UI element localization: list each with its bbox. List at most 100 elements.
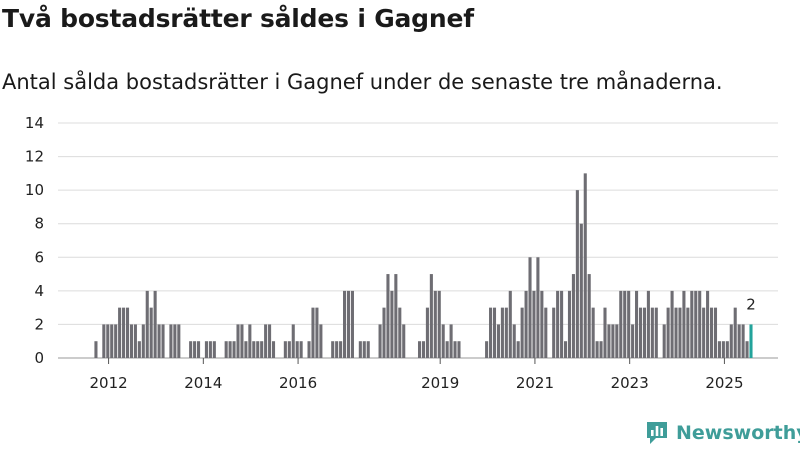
- bar[interactable]: [417, 341, 422, 358]
- bar[interactable]: [224, 341, 228, 358]
- bar[interactable]: [725, 341, 729, 358]
- bar[interactable]: [485, 341, 489, 358]
- bar[interactable]: [173, 324, 177, 358]
- bar[interactable]: [698, 290, 702, 358]
- bar[interactable]: [189, 341, 193, 358]
- bar[interactable]: [232, 341, 236, 358]
- bar[interactable]: [177, 324, 181, 358]
- bar[interactable]: [627, 290, 631, 358]
- bar[interactable]: [429, 274, 433, 358]
- bar[interactable]: [674, 307, 678, 358]
- bar[interactable]: [240, 324, 244, 358]
- bar[interactable]: [512, 324, 516, 358]
- bar[interactable]: [591, 307, 595, 358]
- bar[interactable]: [421, 341, 426, 358]
- bar[interactable]: [713, 307, 718, 358]
- bar[interactable]: [331, 341, 335, 358]
- bar[interactable]: [662, 324, 666, 358]
- bar[interactable]: [682, 290, 686, 358]
- bar[interactable]: [607, 324, 611, 358]
- bar[interactable]: [402, 324, 406, 358]
- bar[interactable]: [260, 341, 264, 358]
- bar[interactable]: [453, 341, 457, 358]
- bar[interactable]: [575, 190, 579, 358]
- bar[interactable]: [670, 290, 674, 358]
- bar[interactable]: [635, 290, 639, 358]
- bar[interactable]: [520, 307, 524, 358]
- bar[interactable]: [94, 341, 98, 358]
- bar[interactable]: [283, 341, 287, 358]
- bar[interactable]: [544, 307, 548, 358]
- bar[interactable]: [563, 341, 568, 358]
- bar[interactable]: [646, 290, 650, 358]
- bar[interactable]: [149, 307, 153, 358]
- bar[interactable]: [264, 324, 268, 358]
- bar[interactable]: [457, 341, 461, 358]
- bar[interactable]: [595, 341, 599, 358]
- bar[interactable]: [343, 290, 347, 358]
- brand-logo[interactable]: Newsworthy: [645, 420, 800, 446]
- bar[interactable]: [366, 341, 370, 358]
- bar[interactable]: [362, 341, 366, 358]
- bar[interactable]: [208, 341, 212, 358]
- bar[interactable]: [236, 324, 240, 358]
- bar[interactable]: [710, 307, 714, 358]
- bar[interactable]: [686, 307, 690, 358]
- bar[interactable]: [528, 257, 532, 358]
- bar[interactable]: [508, 290, 512, 358]
- bar[interactable]: [437, 290, 441, 358]
- bar[interactable]: [299, 341, 303, 358]
- bar[interactable]: [706, 290, 710, 358]
- bar[interactable]: [678, 307, 682, 358]
- bar[interactable]: [516, 341, 520, 358]
- bar[interactable]: [556, 290, 560, 358]
- bar[interactable]: [315, 307, 319, 358]
- bar[interactable]: [133, 324, 137, 358]
- bar[interactable]: [378, 324, 382, 358]
- bar[interactable]: [745, 341, 749, 358]
- bar[interactable]: [358, 341, 362, 358]
- bar[interactable]: [204, 341, 208, 358]
- bar[interactable]: [197, 341, 201, 358]
- bar[interactable]: [567, 290, 572, 358]
- bar[interactable]: [425, 307, 429, 358]
- bar[interactable]: [386, 274, 390, 358]
- bar[interactable]: [540, 290, 544, 358]
- bar[interactable]: [145, 290, 149, 358]
- bar[interactable]: [252, 341, 256, 358]
- bar[interactable]: [291, 324, 295, 358]
- bar[interactable]: [579, 223, 583, 358]
- bar[interactable]: [129, 324, 133, 358]
- bar[interactable]: [287, 341, 291, 358]
- bar[interactable]: [619, 290, 623, 358]
- bar[interactable]: [560, 290, 564, 358]
- bar[interactable]: [137, 341, 141, 358]
- bar[interactable]: [552, 307, 556, 358]
- bar[interactable]: [228, 341, 232, 358]
- bar[interactable]: [441, 324, 445, 358]
- bar[interactable]: [694, 290, 698, 358]
- bar[interactable]: [737, 324, 741, 358]
- bar[interactable]: [212, 341, 216, 358]
- bar[interactable]: [741, 324, 745, 358]
- bar[interactable]: [382, 307, 386, 358]
- bar[interactable]: [122, 307, 126, 358]
- bar[interactable]: [346, 290, 351, 358]
- bar[interactable]: [532, 290, 536, 358]
- bar[interactable]: [394, 274, 398, 358]
- bar[interactable]: [721, 341, 725, 358]
- bar[interactable]: [702, 307, 706, 358]
- bar[interactable]: [654, 307, 658, 358]
- bar[interactable]: [571, 274, 575, 358]
- bar[interactable]: [339, 341, 343, 358]
- bar[interactable]: [599, 341, 603, 358]
- bar[interactable]: [638, 307, 643, 358]
- bar[interactable]: [690, 290, 694, 358]
- bar[interactable]: [244, 341, 248, 358]
- bar[interactable]: [256, 341, 260, 358]
- bar[interactable]: [335, 341, 339, 358]
- bar[interactable]: [110, 324, 114, 358]
- bar[interactable]: [102, 324, 106, 358]
- bar[interactable]: [666, 307, 670, 358]
- bar[interactable]: [106, 324, 110, 358]
